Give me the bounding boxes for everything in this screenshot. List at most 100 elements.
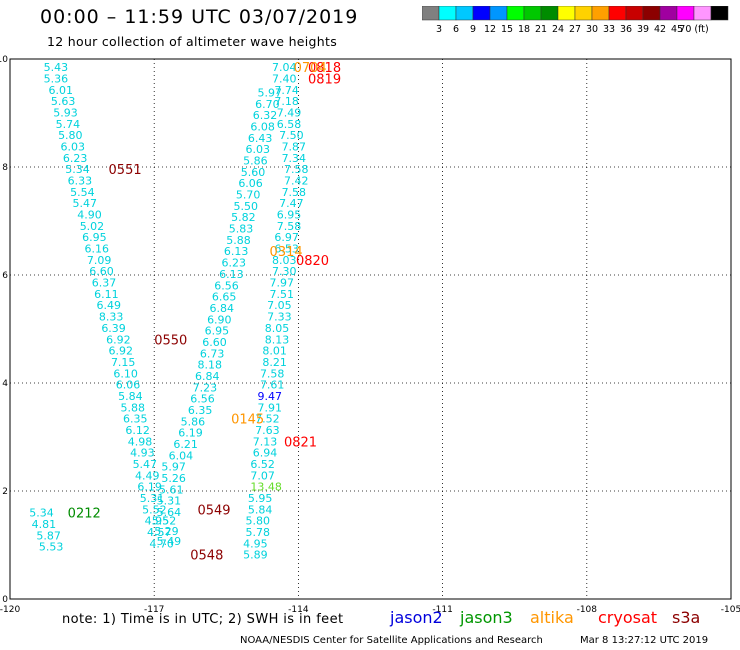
wave-height-label: 6.03 [246, 143, 271, 156]
pass-time-label: 0818 [308, 61, 341, 76]
wave-height-label: 6.08 [250, 121, 274, 134]
wave-height-label: 6.90 [207, 313, 232, 326]
wave-height-label: 8.33 [99, 311, 124, 324]
wave-height-label: 6.37 [92, 277, 117, 290]
wave-height-label: 6.06 [238, 177, 262, 190]
wave-height-label: 6.35 [123, 413, 148, 426]
wave-height-label: 6.23 [63, 152, 88, 165]
wave-height-label: 5.50 [234, 200, 259, 213]
wave-height-label: 7.58 [284, 163, 309, 176]
wave-height-label: 5.47 [133, 458, 158, 471]
chart-subtitle: 12 hour collection of altimeter wave hei… [47, 34, 338, 49]
legend-s3a: s3a [672, 608, 701, 627]
x-tick-label: -117 [144, 605, 164, 615]
wave-height-label: 5.70 [236, 189, 261, 202]
wave-height-label: 5.52 [142, 503, 167, 516]
plot-frame [9, 58, 732, 600]
wave-height-label: 5.29 [154, 525, 179, 538]
x-tick-label: -120 [0, 605, 20, 615]
wave-height-label: 7.51 [270, 288, 295, 301]
pass-time-label: 0314 [270, 245, 303, 260]
wave-height-label: 6.52 [250, 458, 274, 471]
legend-jason2: jason2 [390, 608, 443, 627]
wave-height-label: 7.49 [277, 106, 302, 119]
colorbar-tick-label: 24 [552, 24, 564, 35]
wave-height-label: 7.47 [279, 197, 304, 210]
pass-time-label: 0549 [197, 503, 230, 518]
wave-height-label: 8.03 [272, 254, 297, 267]
wave-height-label: 6.60 [202, 336, 227, 349]
y-tick-label: 2 [2, 487, 8, 497]
pass-time-label: 0821 [284, 435, 317, 450]
wave-height-label: 5.63 [51, 95, 76, 108]
wave-height-label: 7.42 [284, 175, 309, 188]
wave-height-label: 5.53 [39, 541, 64, 554]
wave-height-label: 5.89 [243, 549, 268, 562]
wave-height-label: 7.91 [258, 401, 283, 414]
wave-height-label: 5.34 [29, 507, 54, 520]
wave-height-label: 6.70 [255, 98, 280, 111]
wave-height-label: 7.23 [193, 381, 218, 394]
wave-height-label: 5.52 [152, 515, 177, 528]
wave-height-label: 6.92 [106, 333, 131, 346]
wave-height-label: 5.02 [80, 220, 105, 233]
pass-time-label: 0145 [231, 413, 264, 428]
colorbar-tick-label: 27 [569, 24, 581, 35]
wave-height-label: 5.64 [157, 506, 182, 519]
wave-height-label: 4.95 [243, 537, 268, 550]
wave-height-label: 5.80 [58, 129, 83, 142]
colorbar-tick-label: 70 (ft) [679, 24, 708, 35]
wave-height-label: 7.50 [279, 129, 304, 142]
wave-height-label: 7.87 [282, 140, 307, 153]
y-tick-label: 8 [2, 163, 8, 173]
wave-height-label: 6.92 [109, 345, 134, 358]
colorbar-tick-label: 33 [603, 24, 615, 35]
wave-height-label: 6.32 [253, 109, 278, 122]
wave-height-label: 6.53 [274, 243, 299, 256]
wave-height-label: 5.47 [72, 197, 97, 210]
wave-height-label: 6.10 [113, 367, 137, 380]
wave-height-label: 7.18 [274, 95, 299, 108]
x-tick-label: -111 [432, 605, 452, 615]
wave-height-label: 6.13 [224, 245, 249, 258]
wave-height-label: 6.39 [101, 322, 126, 335]
wave-height-label: 5.88 [226, 234, 251, 247]
wave-height-label-highlight: 13.48 [250, 481, 281, 494]
wave-height-label: 4.70 [149, 537, 174, 550]
wave-height-label: 6.11 [94, 288, 119, 301]
wave-height-label: 5.78 [246, 526, 271, 539]
pass-time-label: 0704 [294, 61, 327, 76]
wave-height-label: 4.98 [128, 435, 153, 448]
wave-height-label: 5.84 [248, 503, 273, 516]
wave-height-label: 7.58 [260, 367, 285, 380]
wave-height-label: 5.97 [258, 86, 283, 99]
y-tick-label: 6 [2, 271, 8, 281]
wave-height-label: 7.63 [255, 424, 280, 437]
colorbar-tick-label: 39 [637, 24, 649, 35]
wave-height-label: 6.95 [82, 231, 107, 244]
wave-height-label: 5.97 [161, 461, 186, 474]
wave-height-label: 6.23 [221, 257, 246, 270]
wave-height-label: 5.95 [248, 492, 273, 505]
wave-height-label: 5.31 [157, 495, 182, 508]
wave-height-label: 7.04 [272, 61, 297, 74]
wave-height-label: 5.82 [231, 211, 256, 224]
colorbar-tick-label: 9 [470, 24, 476, 35]
wave-height-label: 6.73 [200, 347, 225, 360]
y-tick-label: 10 [0, 55, 8, 65]
wave-height-label: 5.60 [241, 166, 266, 179]
wave-height-label: 6.01 [48, 84, 73, 97]
pass-time-label: 0819 [308, 72, 341, 87]
wave-height-label: 5.74 [56, 118, 80, 131]
x-tick-label: -108 [577, 605, 598, 615]
pass-time-label: 0550 [154, 333, 187, 348]
colorbar-tick-label: 18 [518, 24, 530, 35]
wave-height-label: 6.16 [85, 243, 110, 256]
x-tick-label: -105 [721, 605, 740, 615]
wave-height-label: 6.04 [169, 449, 194, 462]
wave-height-label: 6.35 [188, 404, 213, 417]
chart-title: 00:00 – 11:59 UTC 03/07/2019 [40, 6, 359, 28]
wave-height-label: 5.26 [161, 472, 186, 485]
wave-height-label: 7.30 [272, 265, 297, 278]
